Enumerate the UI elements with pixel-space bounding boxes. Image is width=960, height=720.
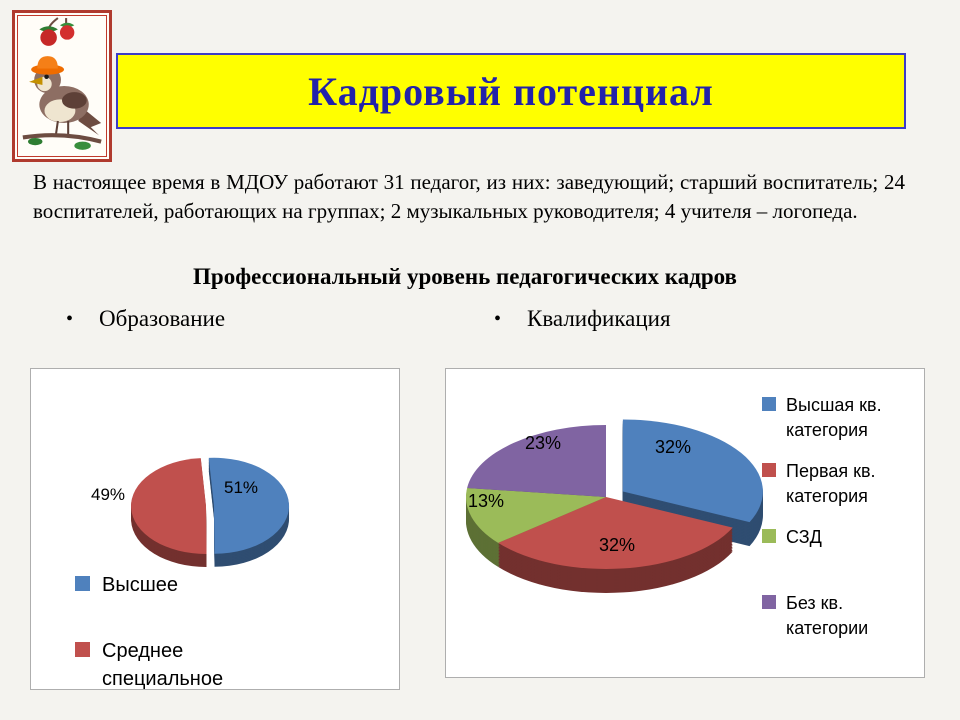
legend-swatch bbox=[762, 463, 776, 477]
pie-slice bbox=[131, 458, 207, 555]
legend-label: Высшая кв. категория bbox=[786, 395, 882, 441]
pie-value-label: 32% bbox=[655, 437, 691, 457]
legend-swatch bbox=[75, 642, 90, 657]
legend-item: Без кв. категории bbox=[762, 591, 906, 657]
pie-value-label: 51% bbox=[224, 478, 258, 497]
bird-illustration-frame bbox=[12, 10, 112, 162]
slide-title: Кадровый потенциал bbox=[308, 68, 714, 114]
pie-value-label: 49% bbox=[91, 485, 125, 504]
bullet-education: • Образование bbox=[66, 306, 225, 332]
title-banner: Кадровый потенциал bbox=[116, 53, 906, 129]
education-chart-panel: 51% 49% Высшее Среднее специальное bbox=[30, 368, 400, 690]
legend-swatch bbox=[762, 595, 776, 609]
legend-item: Первая кв. категория bbox=[762, 459, 906, 525]
education-pie-chart: 51% 49% bbox=[91, 457, 290, 568]
education-legend: Высшее Среднее специальное bbox=[75, 571, 287, 703]
bullet-label-education: Образование bbox=[99, 306, 226, 331]
qualification-pie-chart: 32% 32% 13% 23% bbox=[465, 419, 763, 593]
pie-slice bbox=[208, 457, 290, 554]
legend-label: СЗД bbox=[786, 527, 822, 547]
pie-slice bbox=[467, 425, 606, 497]
legend-swatch bbox=[762, 529, 776, 543]
bird-illustration bbox=[17, 15, 107, 157]
qualification-legend: Высшая кв. категория Первая кв. категория… bbox=[762, 393, 906, 657]
bullet-dot: • bbox=[494, 308, 502, 330]
qualification-chart-panel: 32% 32% 13% 23% Высшая кв. категория Первая … bbox=[445, 368, 925, 678]
legend-swatch bbox=[762, 397, 776, 411]
pie-value-label: 32% bbox=[599, 535, 635, 555]
legend-item: СЗД bbox=[762, 525, 906, 591]
pie-slice bbox=[465, 487, 606, 543]
legend-item: Среднее специальное bbox=[75, 637, 287, 703]
section-heading: Профессиональный уровень педагогических … bbox=[193, 264, 737, 289]
legend-label: Без кв. категории bbox=[786, 593, 869, 639]
pie-value-label: 23% bbox=[525, 433, 561, 453]
legend-label: Среднее специальное bbox=[102, 640, 224, 690]
bullet-label-qualification: Квалификация bbox=[527, 306, 671, 331]
pie-slice bbox=[622, 419, 763, 523]
bullet-qualification: • Квалификация bbox=[494, 306, 671, 332]
bird-drawing bbox=[18, 16, 106, 156]
bullet-dot: • bbox=[66, 308, 74, 330]
legend-item: Высшая кв. категория bbox=[762, 393, 906, 459]
pie-value-label: 13% bbox=[468, 491, 504, 511]
legend-item: Высшее bbox=[75, 571, 287, 637]
legend-swatch bbox=[75, 576, 90, 591]
intro-paragraph: В настоящее время в МДОУ работают 31 пед… bbox=[33, 170, 905, 223]
pie-slice bbox=[498, 497, 733, 569]
legend-label: Высшее bbox=[102, 574, 179, 596]
legend-label: Первая кв. категория bbox=[786, 461, 876, 507]
